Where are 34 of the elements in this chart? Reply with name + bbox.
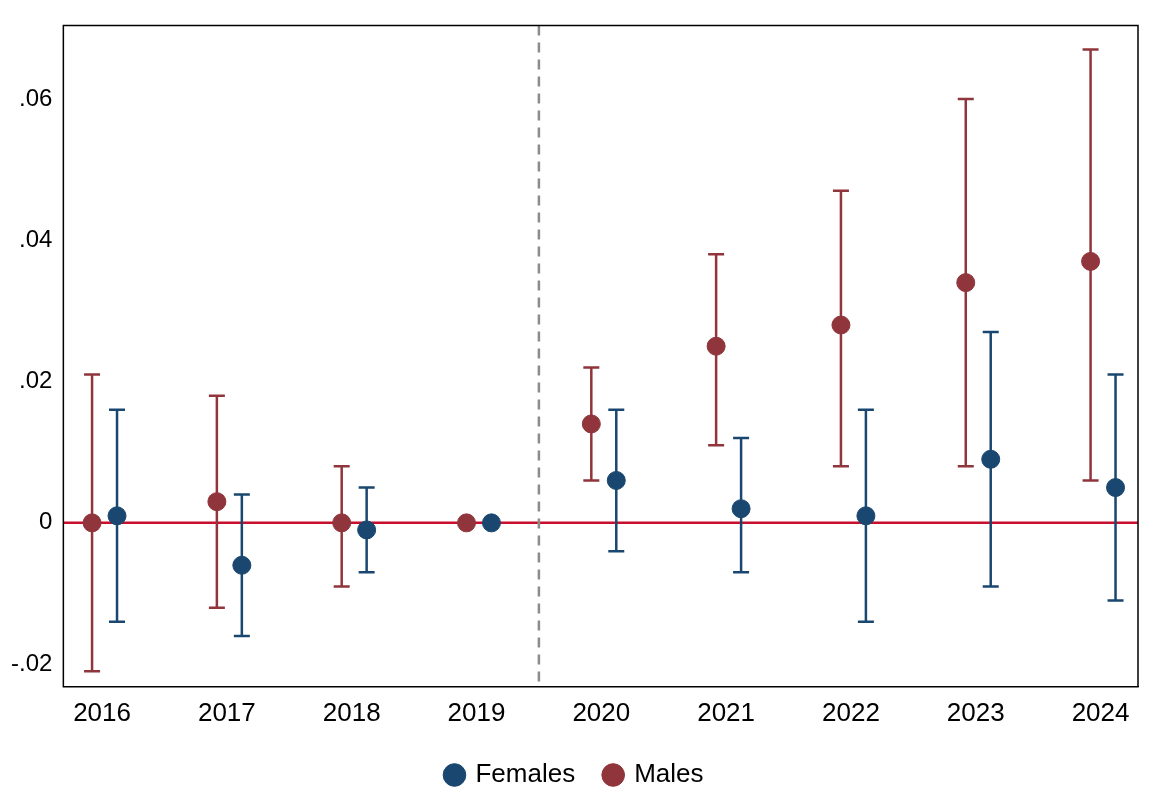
legend-label: Females [475,758,576,789]
point [956,273,976,293]
x-tick-label: 2024 [1071,696,1130,727]
point [1106,478,1126,498]
x-tick-label: 2021 [697,696,756,727]
x-tick-label: 2020 [572,696,631,727]
x-tick-label: 2018 [322,696,381,727]
x-tick-label: 2017 [197,696,256,727]
point [856,506,876,526]
x-tick-label: 2019 [447,696,506,727]
point [481,513,501,533]
point [731,499,751,519]
point [357,520,377,540]
point [981,449,1001,469]
x-tick-label: 2016 [73,696,131,727]
point [82,513,102,533]
y-tick-label: 0 [39,507,53,535]
legend-label: Males [634,758,704,789]
point [332,513,352,533]
y-tick-label: .04 [18,224,53,252]
x-tick-label: 2023 [946,696,1005,727]
point [606,470,626,490]
x-tick-label: 2022 [822,696,880,727]
y-tick-label: .06 [18,83,53,111]
point [581,414,601,434]
y-tick-label: -.02 [11,648,53,676]
y-tick-label: .02 [18,366,53,394]
point [706,336,726,356]
point [232,555,252,575]
point [457,513,476,533]
point [207,492,227,512]
point [831,315,851,335]
point [107,506,127,526]
point [1081,251,1101,271]
